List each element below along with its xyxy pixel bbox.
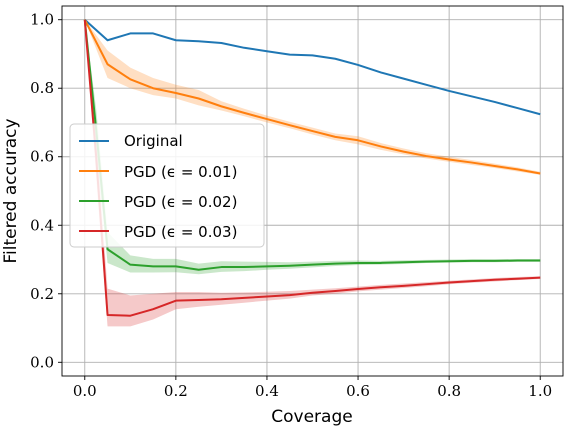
x-tick-label: 0.4: [255, 382, 279, 400]
y-tick-label: 0.6: [30, 148, 54, 166]
series-lines: [83, 18, 541, 317]
legend-box: [69, 123, 265, 248]
x-axis-label: Coverage: [271, 407, 352, 427]
series-band-3: [84, 19, 541, 327]
series-line-3: [83, 19, 541, 317]
x-tick-label: 0.8: [437, 382, 461, 400]
legend-label-pgd-003: PGD (ϵ = 0.03): [124, 223, 237, 241]
y-tick-label: 0.8: [30, 79, 54, 97]
legend: Original PGD (ϵ = 0.01) PGD (ϵ = 0.02) P…: [69, 123, 265, 248]
series-line-0: [84, 18, 541, 116]
y-axis-label: Filtered accuracy: [1, 118, 21, 263]
series-band-1: [84, 19, 541, 175]
legend-label-original: Original: [124, 132, 183, 150]
x-tick-label: 0.6: [346, 382, 370, 400]
grid: [62, 6, 563, 376]
x-tick-label: 0.2: [164, 382, 188, 400]
y-tick-label: 0.0: [30, 353, 54, 371]
legend-label-pgd-001: PGD (ϵ = 0.01): [124, 163, 237, 181]
x-tick-label: 1.0: [528, 382, 552, 400]
plot-frame: [61, 5, 564, 377]
legend-label-pgd-002: PGD (ϵ = 0.02): [124, 193, 237, 211]
x-tick-label: 0.0: [73, 382, 97, 400]
series-line-2: [83, 19, 541, 271]
confidence-bands: [84, 19, 541, 327]
y-tick-label: 0.4: [30, 216, 54, 234]
y-tick-label: 0.2: [30, 285, 54, 303]
y-tick-label: 1.0: [30, 11, 54, 29]
axis-ticks: 0.0 0.2 0.4 0.6 0.8 1.0 0.0 0.2 0.4 0.6 0.8 1.0: [30, 11, 552, 400]
series-line-1: [83, 19, 541, 175]
